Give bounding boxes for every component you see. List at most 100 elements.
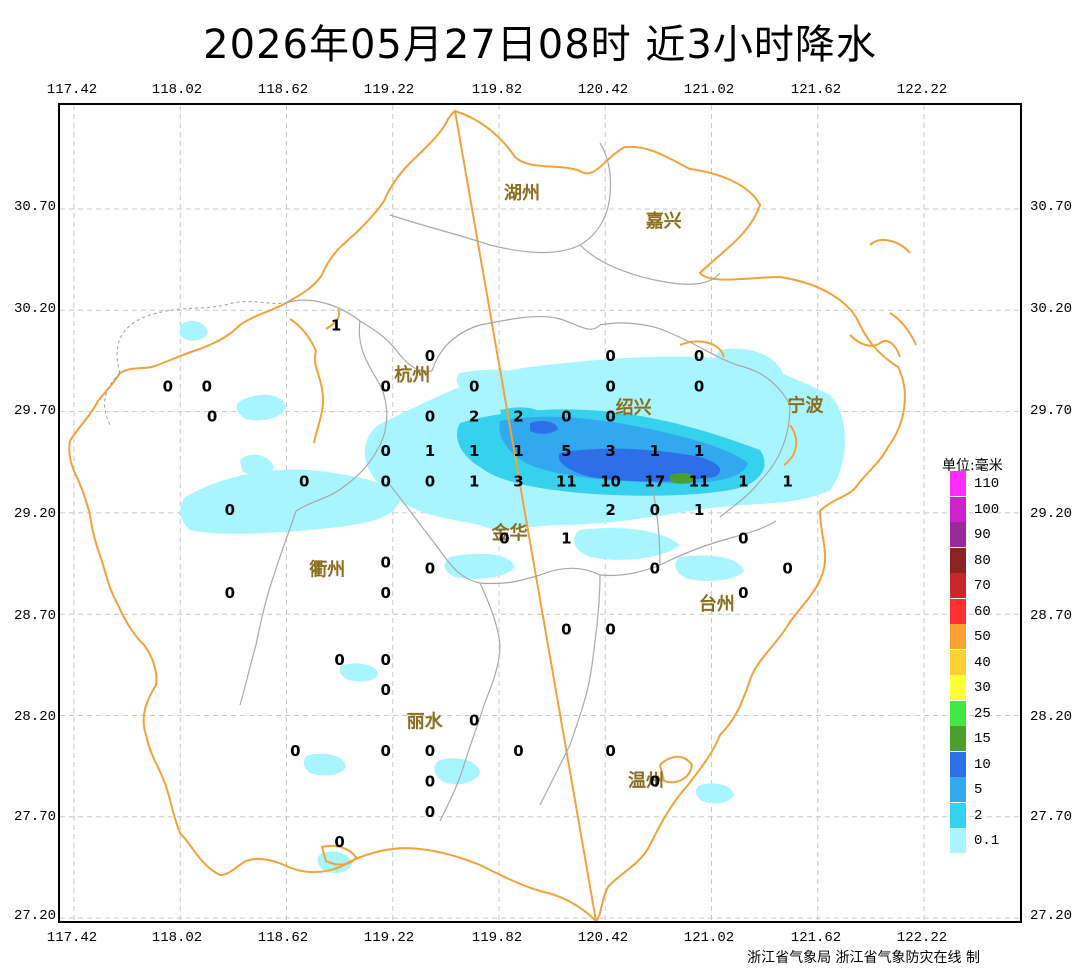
- lon-tick: 118.62: [257, 930, 309, 946]
- legend-swatch: [950, 802, 966, 828]
- station-value: 0: [605, 408, 615, 426]
- legend-item: 10: [950, 751, 1050, 777]
- lat-tick: 29.70: [14, 403, 57, 419]
- lat-tick: 29.20: [1030, 506, 1073, 522]
- station-value: 0: [605, 347, 615, 365]
- station-value: 0: [380, 473, 390, 491]
- legend-swatch: [950, 751, 966, 777]
- station-value: 0: [738, 529, 748, 547]
- station-value: 0: [334, 833, 344, 851]
- legend-item: 50: [950, 624, 1050, 649]
- station-value: 1: [738, 473, 748, 491]
- legend-item: 5: [950, 777, 1050, 802]
- legend-item: 70: [950, 573, 1050, 598]
- station-value: 1: [425, 442, 435, 460]
- station-value: 0: [650, 501, 660, 519]
- legend-item: 40: [950, 649, 1050, 675]
- lat-tick: 28.20: [14, 709, 57, 725]
- city-borders: [239, 142, 791, 822]
- neighbor-border-dashed: [104, 301, 287, 426]
- legend-item: 2: [950, 802, 1050, 828]
- city-label: 绍兴: [616, 397, 652, 419]
- station-value: 0: [650, 772, 660, 790]
- legend-swatch: [950, 573, 966, 598]
- lon-tick: 118.02: [151, 82, 203, 98]
- legend-swatch: [950, 649, 966, 675]
- lat-tick: 27.70: [1030, 809, 1073, 825]
- station-value: 0: [425, 772, 435, 790]
- legend-swatch: [950, 726, 966, 751]
- station-value: 1: [331, 317, 341, 335]
- station-value: 1: [469, 442, 479, 460]
- city-label: 宁波: [787, 395, 824, 417]
- station-value: 1: [469, 473, 479, 491]
- legend-item: 0.1: [950, 828, 1050, 853]
- footer-credit: 浙江省气象局 浙江省气象防灾在线 制: [747, 950, 980, 966]
- station-value: 0: [694, 347, 704, 365]
- lon-tick: 118.62: [257, 82, 309, 98]
- station-value: 0: [202, 377, 212, 395]
- legend-item: 25: [950, 700, 1050, 726]
- lon-tick: 120.42: [577, 930, 629, 946]
- city-label: 台州: [699, 593, 735, 615]
- lon-tick: 119.82: [471, 82, 523, 98]
- lat-tick: 30.70: [14, 199, 57, 215]
- lat-tick: 28.70: [1030, 608, 1073, 624]
- legend-label: 70: [974, 578, 991, 594]
- lon-tick: 122.22: [896, 930, 948, 946]
- station-value: 0: [380, 742, 390, 760]
- legend-swatch: [950, 547, 966, 573]
- city-label: 杭州: [394, 364, 430, 386]
- station-value: 0: [499, 529, 509, 547]
- lat-tick: 27.20: [14, 908, 57, 924]
- legend-item: 80: [950, 547, 1050, 573]
- legend-swatch: [950, 675, 966, 700]
- legend-label: 30: [974, 680, 991, 696]
- station-value: 2: [469, 408, 479, 426]
- station-value: 0: [380, 681, 390, 699]
- station-value: 0: [425, 408, 435, 426]
- lon-tick: 118.02: [151, 930, 203, 946]
- legend-item: 110: [950, 471, 1050, 496]
- station-value: 0: [380, 584, 390, 602]
- station-value: 11: [689, 473, 710, 491]
- city-label: 温州: [628, 770, 664, 791]
- station-value: 1: [513, 442, 523, 460]
- station-value: 3: [513, 473, 523, 491]
- station-value: 1: [782, 473, 792, 491]
- station-value: 0: [299, 473, 309, 491]
- legend-item: 15: [950, 726, 1050, 751]
- station-value: 0: [425, 473, 435, 491]
- station-value: 0: [469, 377, 479, 395]
- legend-label: 0.1: [974, 833, 1000, 849]
- station-value: 0: [380, 442, 390, 460]
- legend-label: 60: [974, 603, 991, 620]
- legend-label: 50: [974, 629, 991, 645]
- legend-label: 100: [974, 501, 1000, 518]
- lat-tick: 30.20: [14, 301, 57, 317]
- station-value: 0: [425, 742, 435, 760]
- lat-tick: 30.70: [1030, 199, 1073, 215]
- station-value: 0: [425, 803, 435, 821]
- lon-tick: 121.02: [683, 930, 735, 946]
- legend-item: 90: [950, 522, 1050, 547]
- station-value: 0: [425, 347, 435, 365]
- lon-tick: 119.82: [471, 930, 523, 946]
- legend-swatch: [950, 777, 966, 802]
- station-value: 1: [650, 442, 660, 460]
- lon-tick: 117.42: [46, 930, 98, 946]
- station-value: 1: [694, 501, 704, 519]
- station-value: 1: [561, 529, 571, 547]
- station-value: 0: [380, 651, 390, 669]
- station-value: 0: [650, 560, 660, 578]
- lat-tick: 28.20: [1030, 709, 1073, 725]
- lon-tick: 119.22: [363, 930, 415, 946]
- station-value: 0: [380, 554, 390, 572]
- precip-shading-15mm: [670, 472, 696, 484]
- legend-swatch: [950, 471, 966, 496]
- station-value: 3: [605, 442, 615, 460]
- legend-label: 10: [974, 756, 991, 773]
